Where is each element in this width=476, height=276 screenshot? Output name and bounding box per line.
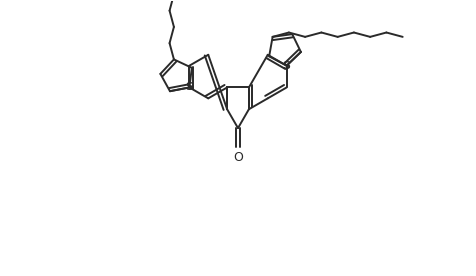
Text: S: S [185, 83, 193, 92]
Text: S: S [282, 61, 290, 71]
Text: O: O [233, 151, 242, 164]
